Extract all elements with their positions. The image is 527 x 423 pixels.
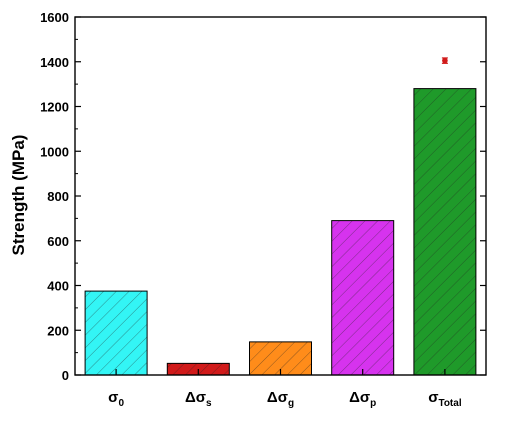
y-tick-label-8: 1600 [40,10,69,25]
bar-0 [84,290,148,376]
y-tick-label-2: 400 [47,279,69,294]
x-tick-label-3: Δσp [349,389,376,409]
x-tick-labels: σ0 Δσs Δσg Δσp σTotal [108,389,462,409]
bar-3 [331,220,395,376]
bar-4 [413,88,477,376]
y-tick-label-4: 800 [47,189,69,204]
ticks-group: 0 200 400 600 800 1000 1200 1400 1600 [40,10,486,383]
experimental-marker-group [441,57,448,64]
y-tick-label-6: 1200 [40,100,69,115]
bars-group [84,88,477,376]
y-tick-label-3: 600 [47,234,69,249]
y-tick-label-7: 1400 [40,55,69,70]
x-tick-label-1: Δσs [185,389,212,409]
x-tick-label-4: σTotal [428,389,462,409]
y-tick-label-1: 200 [47,323,69,338]
x-tick-label-0: σ0 [108,389,124,409]
y-tick-label-0: 0 [62,368,69,383]
experimental-point [442,57,448,64]
y-axis-label: Strength (MPa) [9,135,28,256]
y-tick-label-5: 1000 [40,144,69,159]
x-tick-label-2: Δσg [267,389,294,409]
